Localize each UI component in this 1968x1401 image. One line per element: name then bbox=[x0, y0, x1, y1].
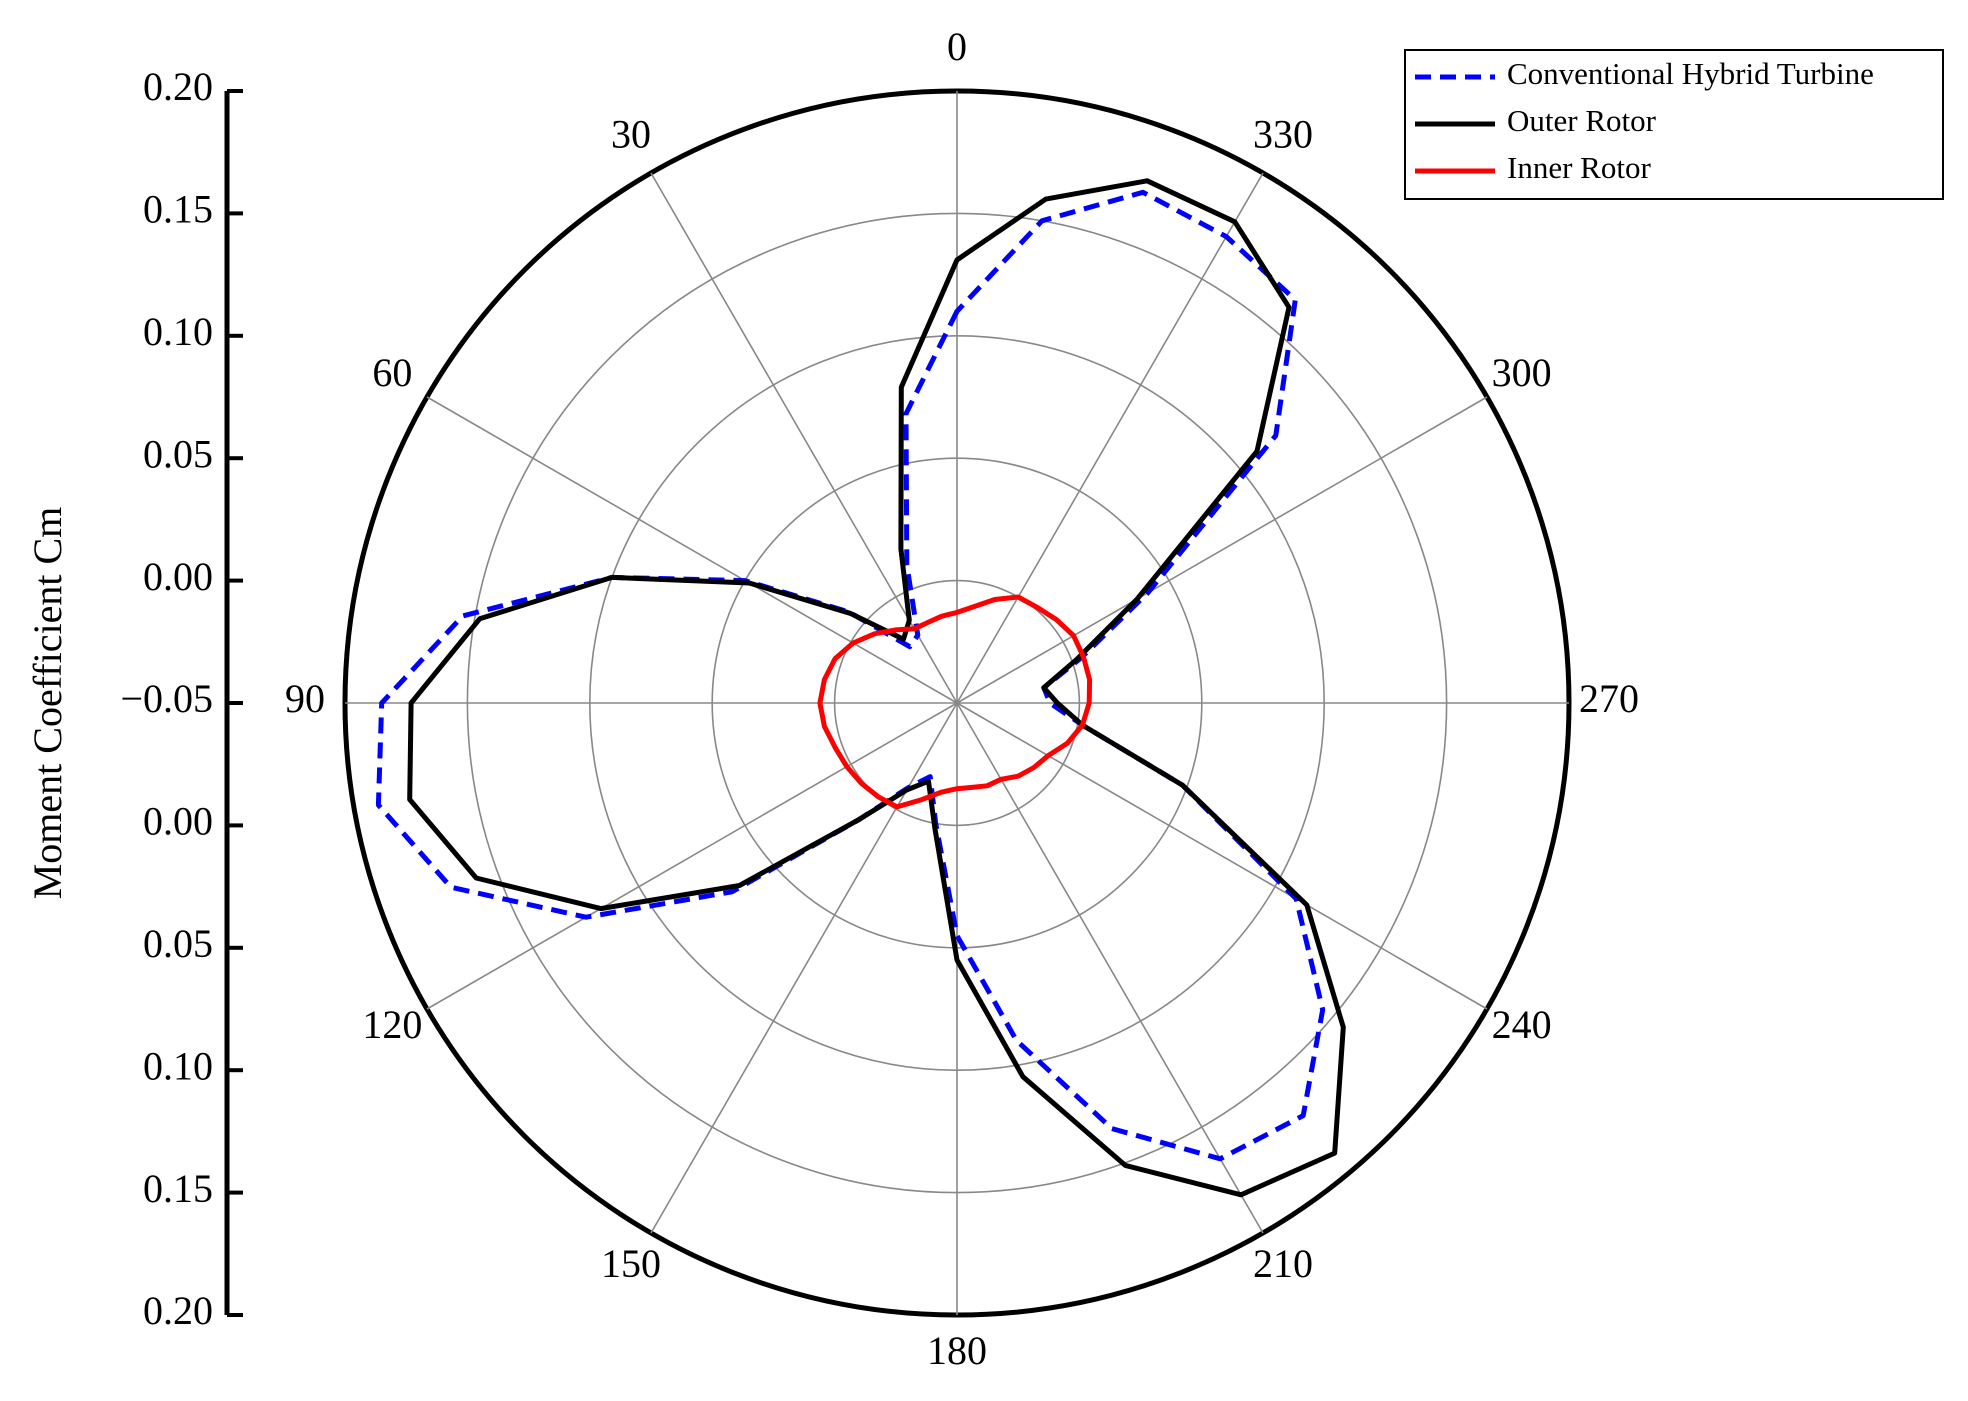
y-tick-label: 0.10 bbox=[143, 1043, 213, 1088]
spoke bbox=[426, 702, 958, 1010]
theta-tick-label: 90 bbox=[285, 676, 325, 721]
theta-tick-label: 240 bbox=[1492, 1002, 1552, 1047]
y-tick-label: 0.20 bbox=[143, 64, 213, 109]
y-tick-label: −0.05 bbox=[120, 676, 213, 721]
spoke bbox=[650, 702, 958, 1234]
spoke bbox=[956, 396, 1488, 704]
spoke bbox=[650, 172, 958, 704]
y-tick-label: 0.00 bbox=[143, 554, 213, 599]
theta-tick-label: 60 bbox=[372, 350, 412, 395]
theta-tick-label: 180 bbox=[927, 1328, 987, 1373]
y-tick-label: 0.15 bbox=[143, 1166, 213, 1211]
spoke bbox=[426, 396, 958, 704]
y-tick-label: 0.15 bbox=[143, 187, 213, 232]
theta-tick-label: 120 bbox=[362, 1002, 422, 1047]
y-tick-label: 0.10 bbox=[143, 309, 213, 354]
y-axis-label: Moment Coefficient Cm bbox=[25, 507, 70, 900]
theta-tick-label: 300 bbox=[1492, 350, 1552, 395]
series-line bbox=[817, 594, 1093, 810]
theta-tick-label: 30 bbox=[611, 112, 651, 157]
theta-tick-label: 0 bbox=[947, 24, 967, 69]
series-line bbox=[407, 178, 1346, 1198]
y-tick-label: 0.00 bbox=[143, 799, 213, 844]
legend-label: Outer Rotor bbox=[1507, 103, 1657, 138]
spoke bbox=[956, 172, 1264, 704]
legend-label: Inner Rotor bbox=[1507, 150, 1651, 185]
theta-tick-label: 330 bbox=[1253, 112, 1313, 157]
y-tick-label: 0.05 bbox=[143, 921, 213, 966]
theta-tick-label: 210 bbox=[1253, 1241, 1313, 1286]
legend-label: Conventional Hybrid Turbine bbox=[1507, 56, 1874, 91]
y-tick-label: 0.20 bbox=[143, 1288, 213, 1333]
theta-tick-label: 150 bbox=[601, 1241, 661, 1286]
series-line bbox=[375, 189, 1326, 1162]
y-tick-label: 0.05 bbox=[143, 431, 213, 476]
theta-tick-label: 270 bbox=[1579, 676, 1639, 721]
spoke bbox=[956, 702, 1264, 1234]
spoke bbox=[956, 702, 1488, 1010]
